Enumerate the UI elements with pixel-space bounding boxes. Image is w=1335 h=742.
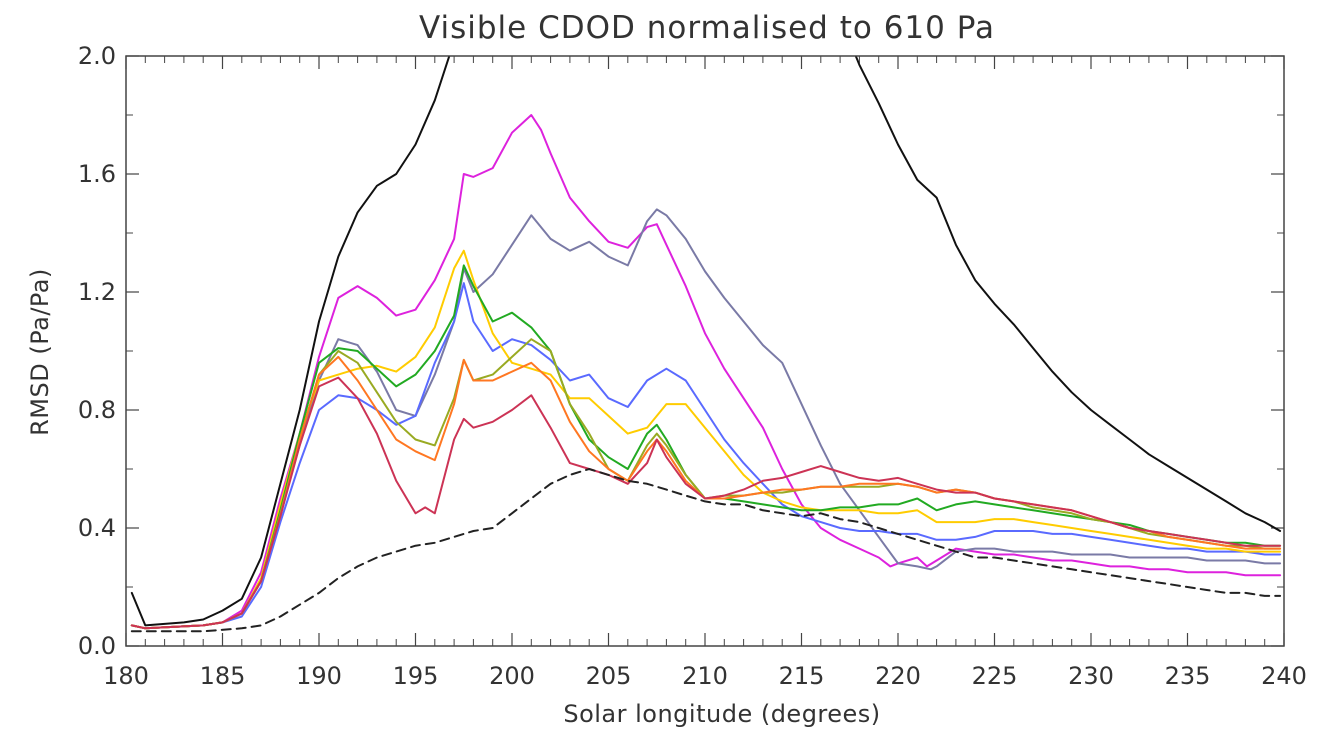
series-line-9 (130, 376, 1282, 630)
x-tick-label: 220 (875, 662, 921, 690)
x-axis-label: Solar longitude (degrees) (563, 700, 880, 728)
y-tick-label: 0.8 (78, 396, 116, 424)
series-layer (130, 56, 1282, 633)
series-line-2 (130, 114, 1282, 630)
y-tick-label: 1.6 (78, 160, 116, 188)
series-line-5 (130, 249, 1282, 630)
series-line-7 (130, 338, 1282, 630)
x-tick-label: 190 (296, 662, 342, 690)
y-tick-label: 2.0 (78, 42, 116, 70)
series-line-8 (130, 355, 1282, 630)
chart-title: Visible CDOD normalised to 610 Pa (419, 10, 995, 46)
series-line-4 (130, 282, 1282, 630)
x-tick-label: 205 (586, 662, 632, 690)
series-line-1 (130, 56, 1282, 627)
x-tick-label: 230 (1068, 662, 1114, 690)
series-line-3 (130, 208, 1282, 630)
x-tick-label: 185 (200, 662, 246, 690)
y-axis-label: RMSD (Pa/Pa) (26, 268, 54, 436)
y-tick-label: 0.4 (78, 514, 116, 542)
x-tick-label: 235 (1165, 662, 1211, 690)
axis-ticks: 180 185 190 195 200 205 210 215 220 225 230 235 240 0… (78, 42, 1307, 690)
x-tick-label: 200 (489, 662, 535, 690)
x-tick-label: 180 (103, 662, 149, 690)
y-tick-label: 1.2 (78, 278, 116, 306)
y-tick-label: 0.0 (78, 632, 116, 660)
plot-frame (125, 55, 1285, 647)
series-line-10 (130, 468, 1282, 633)
x-tick-label: 195 (393, 662, 439, 690)
series-line-6 (130, 264, 1282, 630)
x-tick-label: 225 (972, 662, 1018, 690)
x-tick-label: 210 (682, 662, 728, 690)
x-tick-label: 240 (1261, 662, 1307, 690)
x-tick-label: 215 (779, 662, 825, 690)
